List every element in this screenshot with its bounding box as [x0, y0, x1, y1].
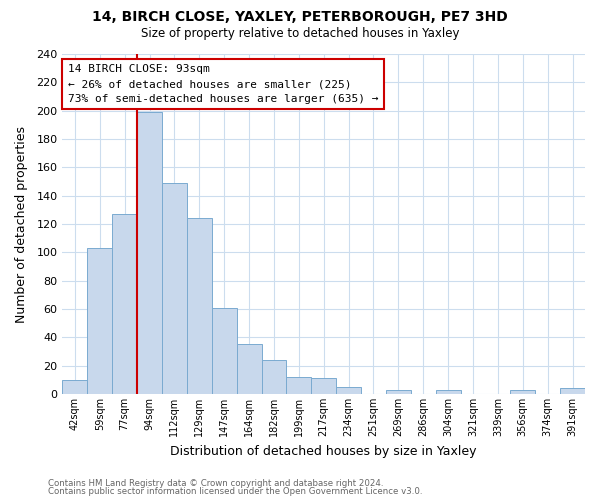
Text: Contains HM Land Registry data © Crown copyright and database right 2024.: Contains HM Land Registry data © Crown c…: [48, 478, 383, 488]
Bar: [62, 380, 88, 394]
Bar: [436, 390, 461, 394]
Bar: [560, 388, 585, 394]
Bar: [262, 360, 286, 394]
Bar: [88, 248, 112, 394]
Bar: [286, 377, 311, 394]
Bar: [336, 387, 361, 394]
Y-axis label: Number of detached properties: Number of detached properties: [15, 126, 28, 322]
Bar: [511, 390, 535, 394]
Text: 14, BIRCH CLOSE, YAXLEY, PETERBOROUGH, PE7 3HD: 14, BIRCH CLOSE, YAXLEY, PETERBOROUGH, P…: [92, 10, 508, 24]
X-axis label: Distribution of detached houses by size in Yaxley: Distribution of detached houses by size …: [170, 444, 477, 458]
Bar: [137, 112, 162, 394]
Bar: [212, 308, 236, 394]
Bar: [386, 390, 411, 394]
Bar: [311, 378, 336, 394]
Text: Contains public sector information licensed under the Open Government Licence v3: Contains public sector information licen…: [48, 487, 422, 496]
Bar: [187, 218, 212, 394]
Bar: [112, 214, 137, 394]
Text: 14 BIRCH CLOSE: 93sqm
← 26% of detached houses are smaller (225)
73% of semi-det: 14 BIRCH CLOSE: 93sqm ← 26% of detached …: [68, 64, 378, 104]
Bar: [236, 344, 262, 394]
Text: Size of property relative to detached houses in Yaxley: Size of property relative to detached ho…: [141, 28, 459, 40]
Bar: [162, 183, 187, 394]
